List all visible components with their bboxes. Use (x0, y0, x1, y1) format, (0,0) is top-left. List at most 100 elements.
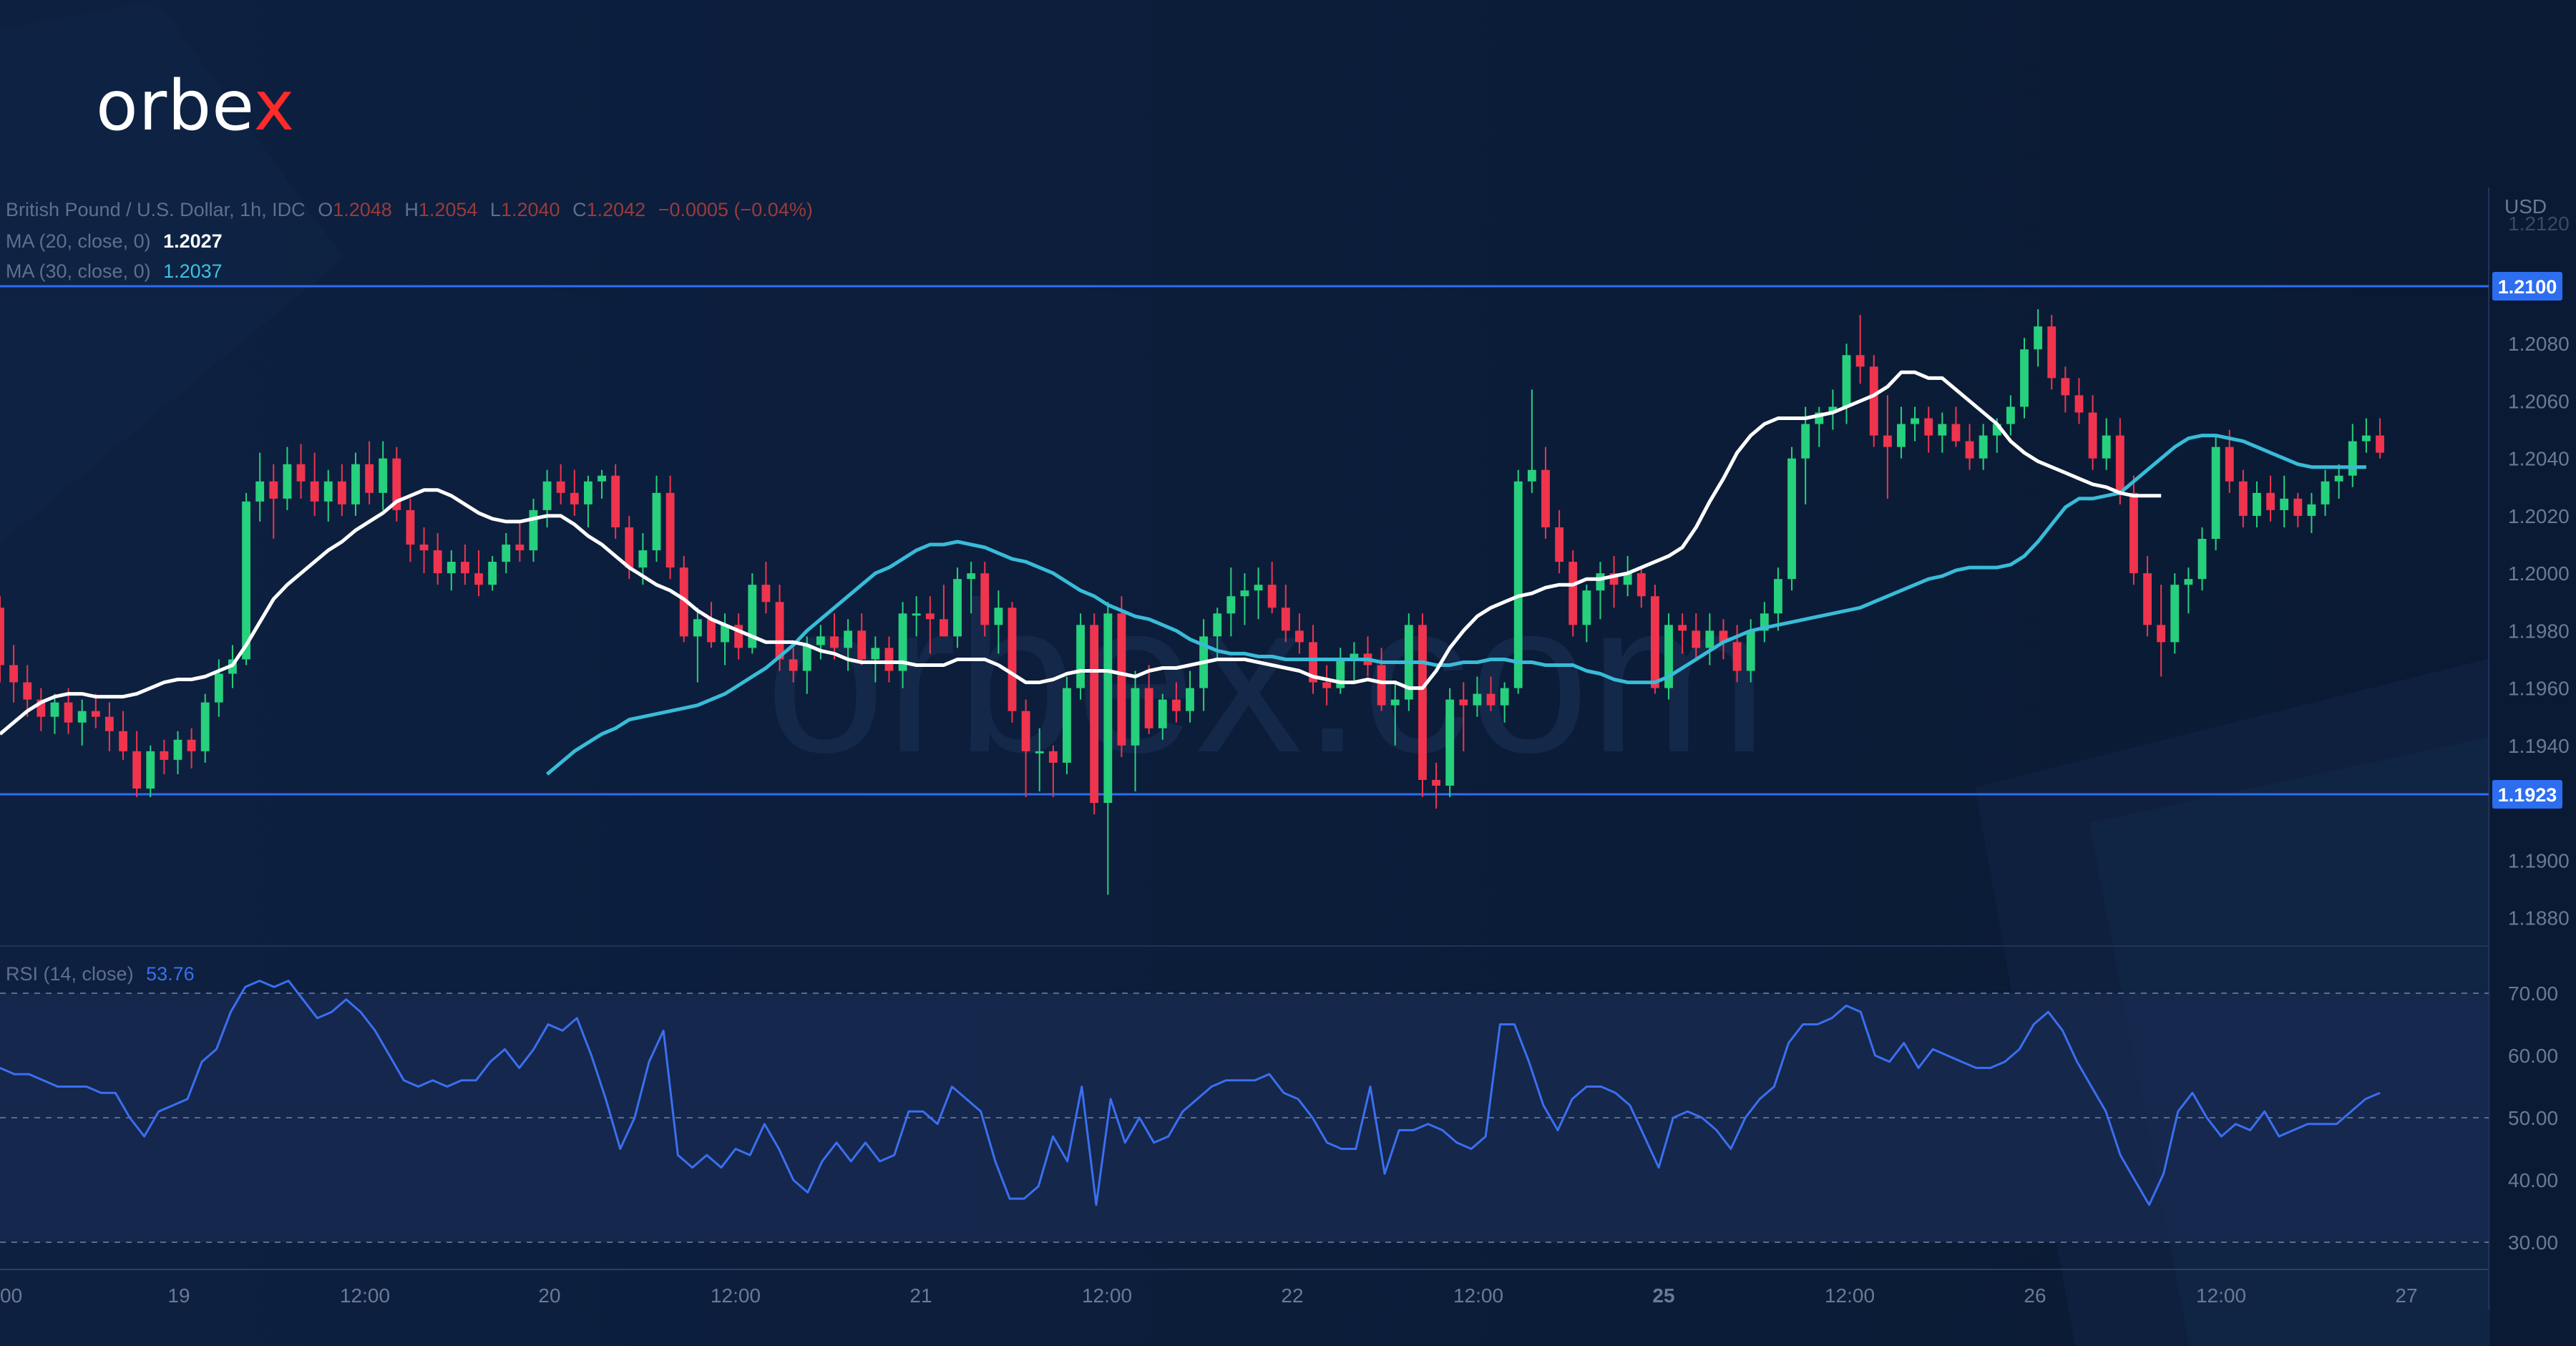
candle-body (1911, 418, 1920, 424)
candle-body (980, 573, 990, 625)
legend-instrument: British Pound / U.S. Dollar, 1h, IDC (6, 199, 306, 220)
legend-ma30-label: MA (30, close, 0) (6, 260, 151, 282)
logo-x: x (253, 66, 296, 146)
candle-body (1855, 355, 1865, 367)
candle-body (2020, 349, 2029, 407)
candle-body (2115, 435, 2124, 493)
legend-h-value: 1.2054 (418, 199, 478, 220)
legend-l-label: L (489, 199, 501, 220)
candle-body (1555, 527, 1564, 562)
candle-body (542, 481, 552, 510)
time-tick: 19 (167, 1284, 190, 1307)
candle-body (1240, 590, 1249, 597)
candle-body (707, 619, 716, 643)
candle-body (91, 711, 100, 717)
candle-body (693, 619, 702, 637)
candle-body (214, 673, 223, 703)
candle-body (460, 562, 469, 574)
candle-body (1623, 573, 1632, 585)
candle-body (379, 458, 388, 493)
candle-body (2197, 538, 2207, 580)
candle-body (1090, 625, 1099, 804)
candle-body (1527, 469, 1536, 482)
candle-body (488, 562, 497, 585)
candle-body (1459, 699, 1468, 706)
candle-body (761, 585, 771, 603)
legend-ma20-row: MA (20, close, 0) 1.2027 (6, 230, 223, 253)
candle-body (1473, 693, 1482, 706)
candle-body (2047, 326, 2057, 379)
candle-body (584, 481, 592, 504)
candle-body (775, 602, 784, 660)
time-tick: 27 (2395, 1284, 2417, 1307)
candle-body (1582, 590, 1591, 625)
candle-body (1568, 562, 1578, 625)
candle-body (1254, 585, 1263, 591)
candle-body (447, 562, 456, 574)
rsi-tick: 30.00 (2508, 1232, 2558, 1254)
candle-body (2129, 492, 2138, 574)
candle-body (2321, 481, 2330, 504)
candle-body (1541, 469, 1550, 527)
price-tick: 1.2000 (2508, 562, 2570, 585)
support-tag (2492, 780, 2562, 809)
candle-body (665, 492, 675, 568)
candle-body (1418, 625, 1427, 780)
candle-body (679, 567, 688, 637)
rsi-tick: 70.00 (2508, 982, 2558, 1005)
candle-body (925, 613, 935, 620)
candle-body (1267, 585, 1277, 608)
candle-body (310, 481, 319, 502)
legend-rsi-row: RSI (14, close) 53.76 (6, 963, 195, 985)
price-tick: 1.2040 (2508, 448, 2570, 470)
candle-body (597, 475, 606, 482)
candle-body (2034, 326, 2043, 350)
rsi-tick: 50.00 (2508, 1107, 2558, 1129)
candle-body (36, 699, 46, 717)
candle-body (1732, 642, 1742, 671)
candle-body (638, 550, 648, 568)
legend-o-value: 1.2048 (333, 199, 392, 220)
ma20-line (0, 370, 2162, 736)
legend-c-label: C (572, 199, 587, 220)
candle-body (2293, 498, 2303, 516)
legend-ma30-row: MA (30, close, 0) 1.2037 (6, 260, 223, 283)
candle-body (1636, 573, 1646, 597)
time-tick: 12:00 (340, 1284, 390, 1307)
candle-body (2006, 406, 2015, 424)
candle-body (1842, 355, 1851, 407)
candle-body (337, 481, 346, 504)
candle-body (1322, 682, 1332, 688)
candle-body (1760, 613, 1769, 631)
candle-body (2170, 585, 2180, 643)
candle-body (406, 509, 415, 545)
candle-body (269, 481, 278, 499)
moving-averages (0, 370, 2366, 776)
candle-body (940, 619, 948, 637)
candle-body (2376, 435, 2384, 453)
candle-body (748, 585, 757, 648)
candle-body (1144, 688, 1153, 728)
candle-body (1131, 688, 1140, 746)
candle-body (132, 751, 142, 789)
candle-body (1705, 630, 1714, 648)
candle-body (365, 464, 374, 493)
price-tick: 1.2020 (2508, 505, 2570, 527)
candle-body (1719, 630, 1728, 643)
candle-body (23, 682, 32, 700)
price-tick: 1.1980 (2508, 620, 2570, 642)
candle-body (351, 464, 360, 504)
candle-body (625, 527, 634, 568)
candle-body (611, 475, 620, 527)
legend-change: −0.0005 (−0.04%) (658, 199, 813, 220)
candle-body (1171, 699, 1181, 711)
candle-body (1979, 435, 1988, 459)
candle-body (1390, 699, 1400, 706)
watermark: orbex.com (766, 557, 1768, 797)
legend-instrument-row: British Pound / U.S. Dollar, 1h, IDC O1.… (6, 199, 813, 221)
candle-body (2143, 573, 2152, 625)
candle-body (1432, 779, 1440, 786)
price-tick: 1.1900 (2508, 849, 2570, 872)
price-tick: 1.2080 (2508, 333, 2570, 355)
